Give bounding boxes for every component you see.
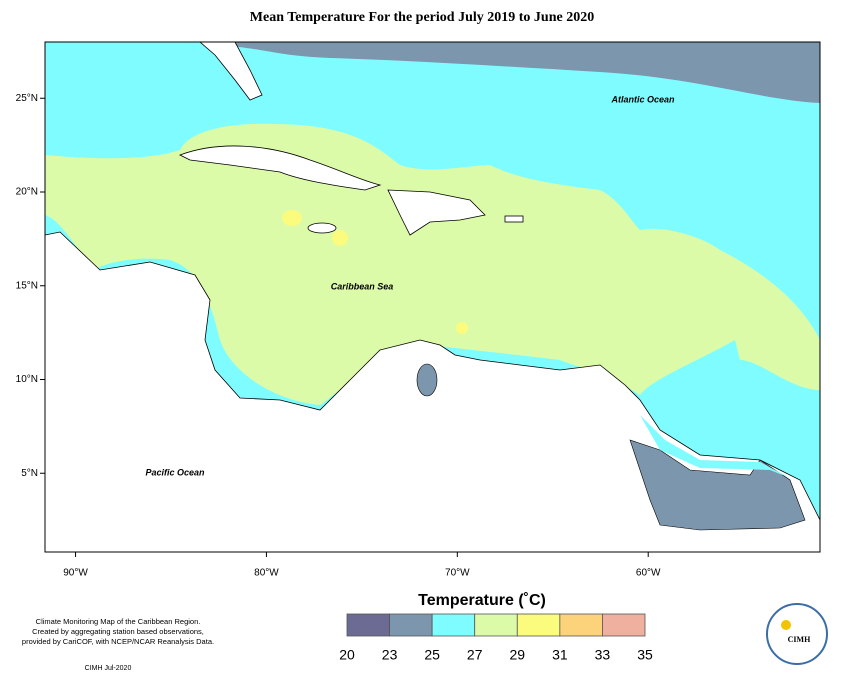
legend-tick-label: 31 xyxy=(552,647,568,663)
note: Climate Monitoring Map of the Caribbean … xyxy=(36,617,201,626)
y-tick-label: 20°N xyxy=(16,187,38,198)
legend-swatch xyxy=(559,613,603,637)
logo-sun xyxy=(781,620,791,630)
hispaniola xyxy=(387,189,486,236)
map-area: Atlantic Ocean Caribbean Sea Pacific Oce… xyxy=(44,41,821,553)
legend-tick-label: 33 xyxy=(595,647,611,663)
legend-swatch xyxy=(516,613,561,637)
legend-tick-label: 25 xyxy=(424,647,440,663)
logo xyxy=(766,603,828,665)
legend-tick-label: 27 xyxy=(467,647,483,663)
cool-zone xyxy=(200,42,820,103)
x-tick-label: 70°W xyxy=(445,568,470,579)
warm-zone xyxy=(45,123,820,405)
legend-title: Temperature (˚C) xyxy=(418,592,546,609)
lake xyxy=(416,363,438,397)
color-legend: 20 23 25 27 29 31 33 35 xyxy=(339,613,653,663)
y-tick-label: 10°N xyxy=(16,374,38,385)
map-title: Mean Temperature For the period July 201… xyxy=(250,10,594,25)
cool-zone xyxy=(629,439,806,531)
legend-tick-label: 23 xyxy=(382,647,398,663)
y-tick-label: 5°N xyxy=(21,468,38,479)
y-tick-label: 15°N xyxy=(16,280,38,291)
hot-spot xyxy=(282,210,302,226)
legend-swatch xyxy=(346,613,390,637)
x-tick-label: 90°W xyxy=(63,568,88,579)
puerto-rico xyxy=(504,215,524,223)
legend-swatch xyxy=(474,613,518,637)
y-tick-label: 25°N xyxy=(16,93,38,104)
legend-tick-label: 20 xyxy=(339,647,355,663)
hot-spot xyxy=(456,322,468,334)
florida xyxy=(198,41,263,101)
note: provided by CariCOF, with NCEP/NCAR Rean… xyxy=(22,637,214,646)
legend-swatch xyxy=(602,613,646,637)
legend-swatch xyxy=(389,613,433,637)
legend-swatch xyxy=(431,613,476,637)
legend-tick-label: 35 xyxy=(637,647,653,663)
x-tick-label: 60°W xyxy=(636,568,661,579)
legend-tick-label: 29 xyxy=(509,647,525,663)
note: Created by aggregating station based obs… xyxy=(32,627,204,636)
map-frame xyxy=(44,41,821,553)
graticule: 90°W 80°W 70°W 60°W 5°N 10°N 15°N 20°N 25°N xyxy=(16,93,661,579)
cuba xyxy=(179,145,382,191)
logo-text: CIMH xyxy=(788,635,811,644)
ocean-label: Atlantic Ocean xyxy=(610,94,675,104)
sea-label: Caribbean Sea xyxy=(331,281,394,291)
ocean-label: Pacific Ocean xyxy=(145,467,205,477)
x-tick-label: 80°W xyxy=(254,568,279,579)
credit: CIMH Jul-2020 xyxy=(85,665,132,672)
hot-spot xyxy=(332,230,348,246)
jamaica xyxy=(307,222,337,234)
mild-zone xyxy=(640,415,790,478)
